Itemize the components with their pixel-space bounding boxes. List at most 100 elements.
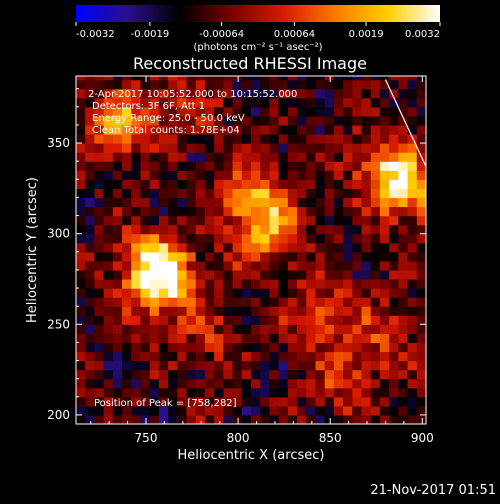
heatmap-cell [260,315,271,325]
heatmap-cell [379,115,390,126]
heatmap-cell [103,170,114,180]
heatmap-cell [158,279,169,289]
heatmap-cell [251,106,261,117]
heatmap-cell [260,242,271,253]
heatmap-cell [204,269,215,280]
heatmap-cell [168,269,178,280]
heatmap-cell [379,414,390,424]
heatmap-cell [269,414,280,424]
heatmap-cell [149,378,160,389]
heatmap-cell [352,333,363,344]
heatmap-cell [324,233,335,244]
heatmap-cell [306,306,317,316]
heatmap-cell [333,333,344,344]
heatmap-cell [361,405,372,416]
heatmap-cell [333,351,344,362]
heatmap-cell [140,369,151,380]
y-tick-label: 300 [47,227,70,241]
heatmap-cell [278,79,289,90]
heatmap-cell [352,215,363,226]
y-axis-label: Heliocentric Y (arcsec) [25,177,40,323]
heatmap-cell [361,134,372,144]
heatmap-cell [103,106,114,117]
heatmap-cell [251,224,261,235]
heatmap-cell [379,197,390,208]
heatmap-cell [352,115,363,126]
heatmap-cell [269,315,280,325]
heatmap-cell [76,405,86,416]
heatmap-cell [94,405,105,416]
heatmap-cell [416,405,426,416]
heatmap-cell [140,161,151,171]
heatmap-cell [352,279,363,289]
y-tick-label: 200 [47,408,70,422]
heatmap-cell [122,387,132,398]
heatmap-cell [177,76,188,81]
heatmap-cell [407,251,418,262]
heatmap-cell [333,215,344,226]
heatmap-cell [94,269,105,280]
heatmap-cell [186,297,197,307]
heatmap-cell [94,97,105,108]
heatmap-cell [407,97,418,108]
heatmap-cell [112,387,123,398]
heatmap-cell [122,233,132,244]
heatmap-cell [398,143,409,153]
heatmap-cell [168,106,178,117]
heatmap-cell [223,315,234,325]
heatmap-cell [324,369,335,380]
heatmap-cell [370,115,381,126]
heatmap-cell [103,251,114,262]
heatmap-cell [287,161,298,171]
heatmap-cell [333,143,344,153]
heatmap-cell [407,88,418,99]
heatmap-cell [343,206,353,217]
heatmap-cell [389,215,399,226]
heatmap-cell [177,97,188,108]
heatmap-cell [287,79,298,90]
heatmap-cell [177,134,188,144]
heatmap-cell [352,306,363,316]
heatmap-cell [131,405,142,416]
heatmap-cell [149,405,160,416]
heatmap-cell [223,396,234,407]
heatmap-cell [269,369,280,380]
heatmap-cell [315,76,326,81]
heatmap-cell [352,324,363,334]
x-tick-label: 800 [227,431,250,445]
heatmap-cell [103,279,114,289]
heatmap-cell [232,315,243,325]
heatmap-cell [389,188,399,199]
heatmap-cell [361,88,372,99]
heatmap-cell [389,76,399,81]
heatmap-cell [112,297,123,307]
heatmap-cell [251,76,261,81]
heatmap-cell [177,124,188,135]
heatmap-cell [140,115,151,126]
heatmap-cell [158,369,169,380]
heatmap-cell [315,360,326,371]
heatmap-cell [103,134,114,144]
heatmap-cell [287,269,298,280]
heatmap-cell [177,288,188,298]
heatmap-cell [158,188,169,199]
heatmap-cell [315,188,326,199]
heatmap-cell [122,360,132,371]
heatmap-cell [306,269,317,280]
heatmap-cell [370,315,381,325]
heatmap-cell [398,378,409,389]
heatmap-cell [112,143,123,153]
heatmap-cell [122,396,132,407]
heatmap-cell [85,179,96,189]
heatmap-cell [352,342,363,353]
heatmap-cell [223,288,234,298]
heatmap-cell [370,378,381,389]
heatmap-cell [241,124,252,135]
heatmap-cell [324,206,335,217]
heatmap-cell [149,324,160,334]
heatmap-cell [223,342,234,353]
heatmap-cell [389,378,399,389]
heatmap-cell [407,279,418,289]
heatmap-cell [260,170,271,180]
